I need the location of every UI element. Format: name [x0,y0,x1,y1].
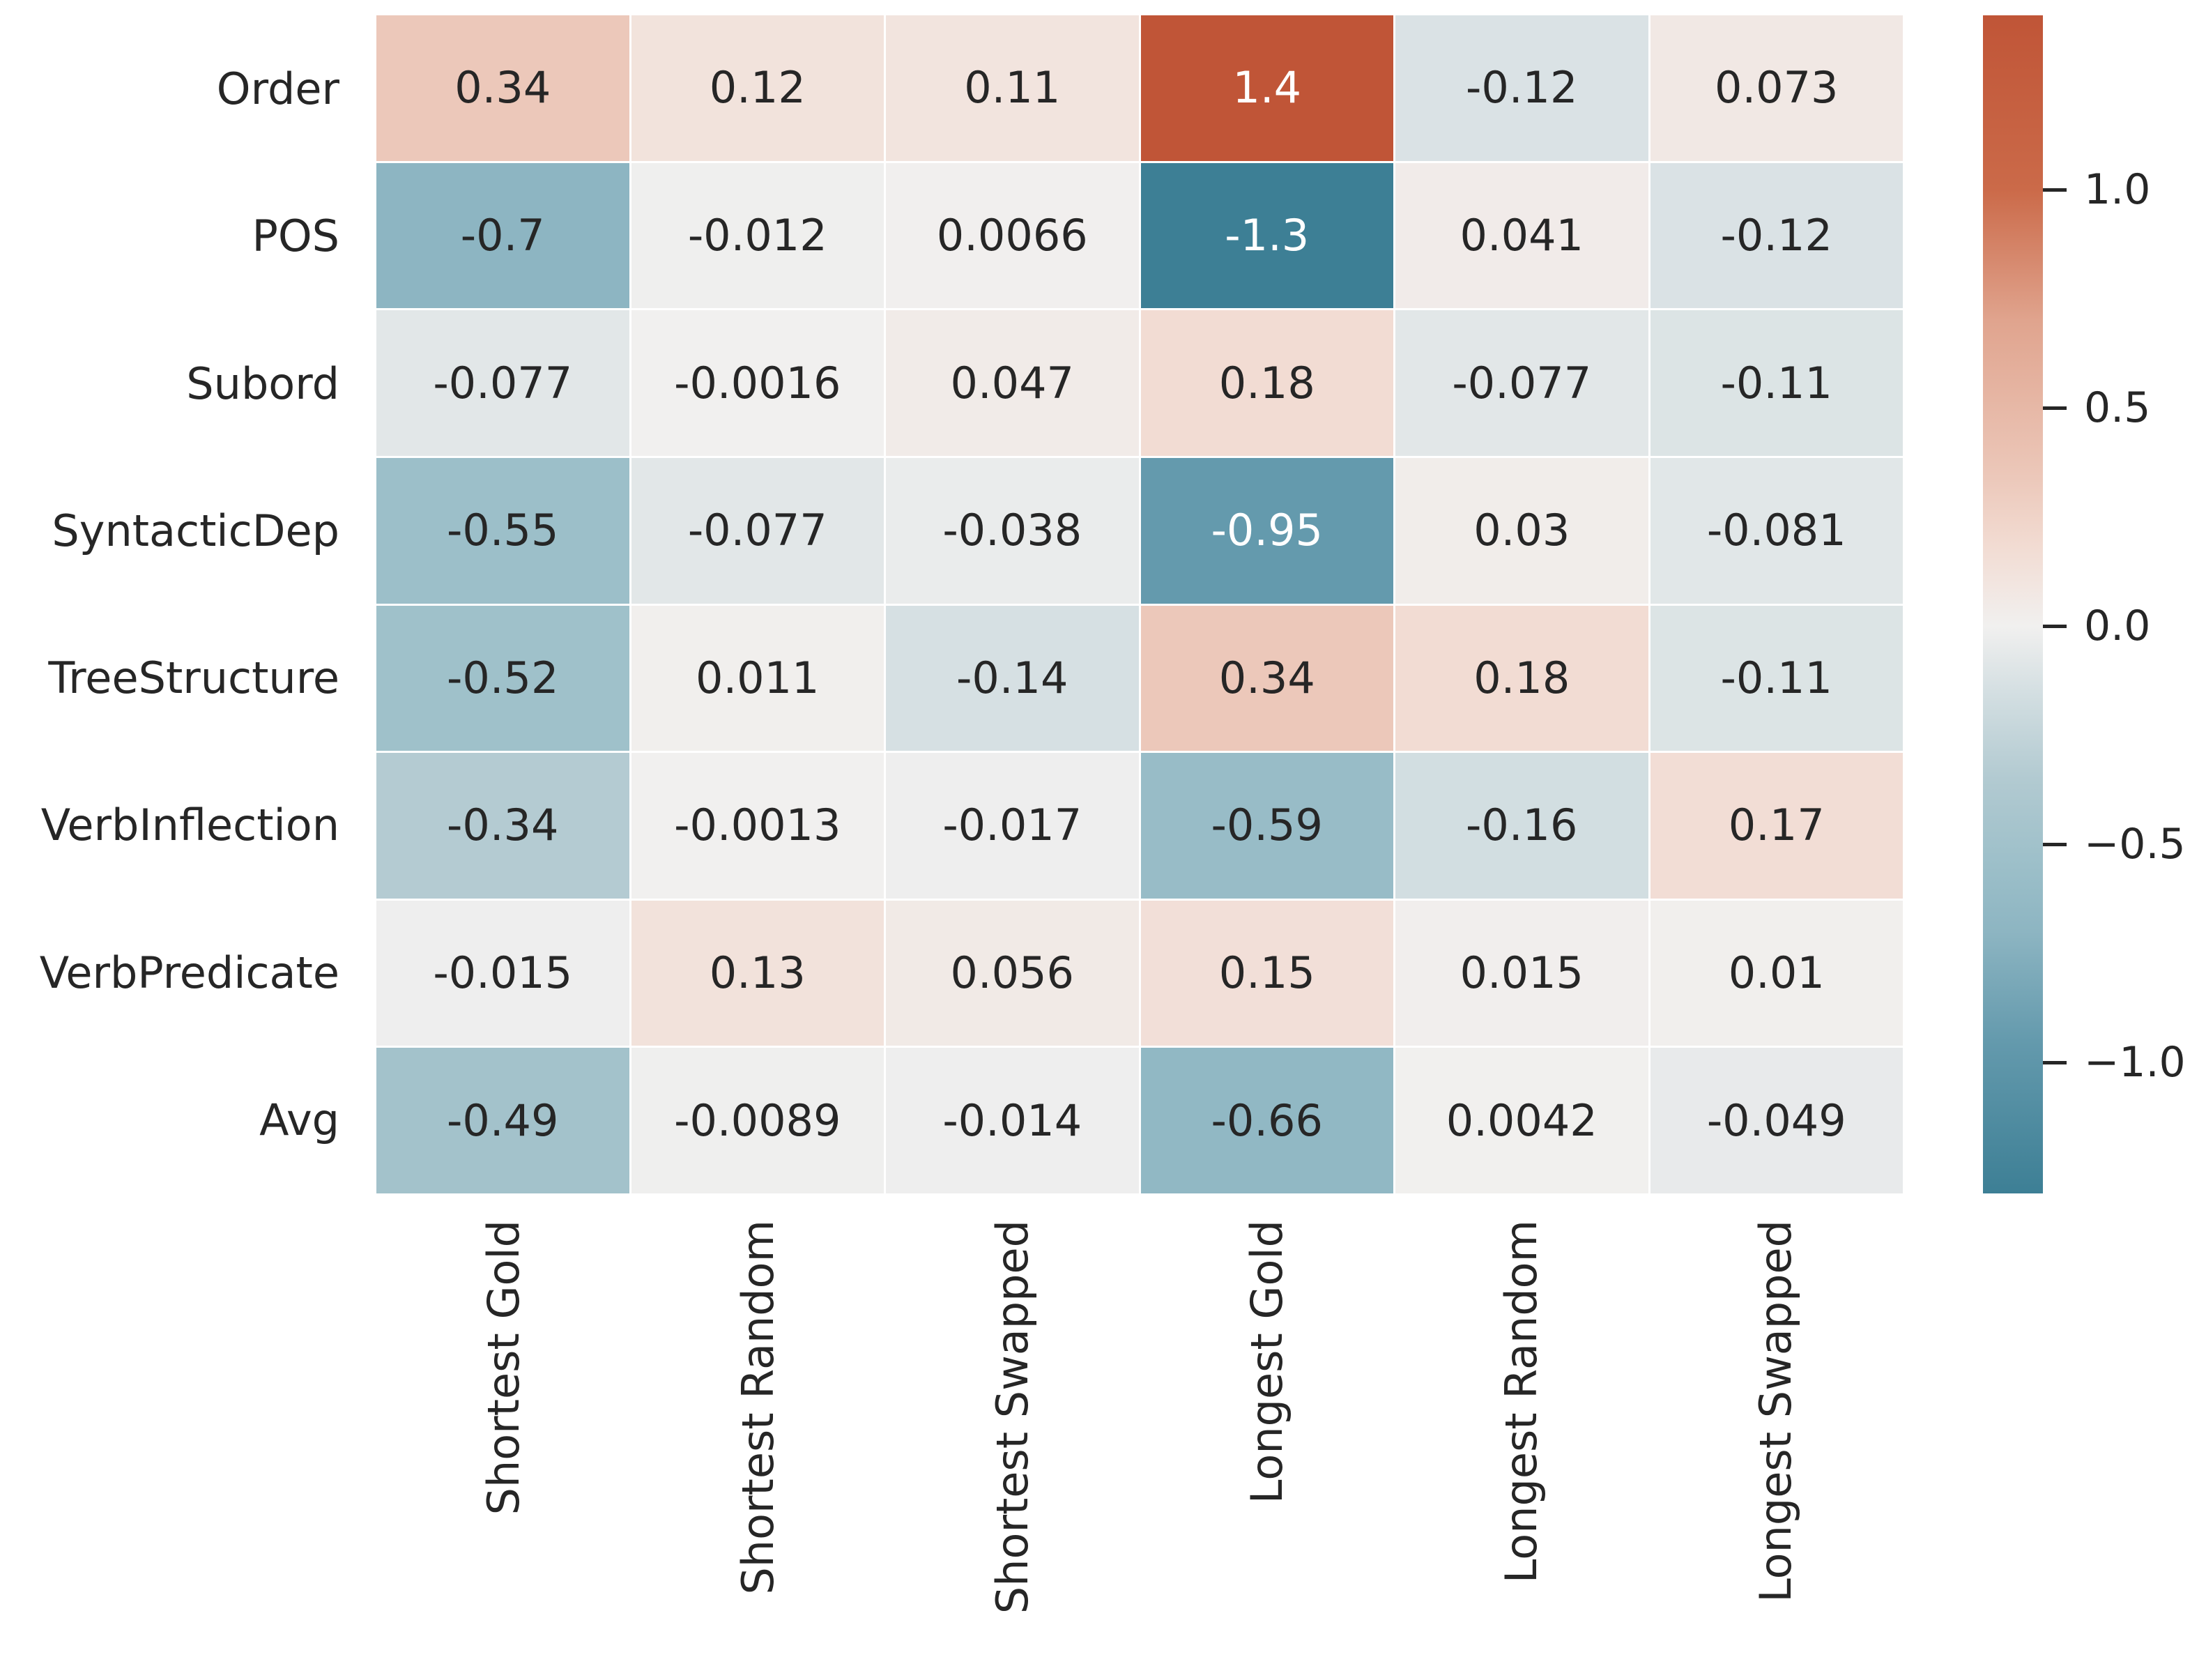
heatmap-cell-VerbInflection-Longest-Swapped: 0.17 [1650,753,1903,899]
colorbar-tick-label-1.0: 1.0 [2084,165,2151,215]
heatmap-cell-Subord-Longest-Gold: 0.18 [1140,310,1393,456]
row-label-Order: Order [216,63,339,114]
heatmap-cell-TreeStructure-Shortest-Random: 0.011 [631,605,884,751]
heatmap-cell-Order-Shortest-Swapped: 0.11 [886,15,1139,161]
heatmap-cell-Order-Shortest-Random: 0.12 [631,15,884,161]
colorbar-tick-label-0.5: 0.5 [2084,383,2151,433]
heatmap-cell-VerbPredicate-Longest-Random: 0.015 [1395,900,1648,1046]
heatmap-cell-POS-Longest-Swapped: -0.12 [1650,162,1903,309]
row-label-Avg: Avg [259,1094,339,1145]
heatmap-cell-POS-Shortest-Swapped: 0.0066 [886,162,1139,309]
heatmap-cell-TreeStructure-Shortest-Gold: -0.52 [376,605,629,751]
heatmap-cell-VerbInflection-Longest-Gold: -0.59 [1140,753,1393,899]
heatmap-cell-SyntacticDep-Longest-Gold: -0.95 [1140,457,1393,604]
heatmap-cell-VerbPredicate-Shortest-Random: 0.13 [631,900,884,1046]
heatmap-cell-Avg-Longest-Random: 0.0042 [1395,1048,1648,1193]
heatmap-cell-VerbInflection-Longest-Random: -0.16 [1395,753,1648,899]
heatmap-cell-POS-Longest-Random: 0.041 [1395,162,1648,309]
column-label-box: Longest Random [1394,1220,1648,1680]
row-label-TreeStructure: TreeStructure [48,652,339,703]
heatmap-cell-SyntacticDep-Longest-Random: 0.03 [1395,457,1648,604]
heatmap-cell-TreeStructure-Longest-Swapped: -0.11 [1650,605,1903,751]
heatmap-cell-Subord-Longest-Swapped: -0.11 [1650,310,1903,456]
heatmap-cell-Order-Longest-Gold: 1.4 [1140,15,1393,161]
row-label-SyntacticDep: SyntacticDep [52,505,339,556]
colorbar-tick-mark [2043,188,2067,192]
heatmap-cell-VerbInflection-Shortest-Swapped: -0.017 [886,753,1139,899]
heatmap-cell-Avg-Longest-Swapped: -0.049 [1650,1048,1903,1193]
heatmap-cell-TreeStructure-Longest-Gold: 0.34 [1140,605,1393,751]
heatmap-cell-VerbInflection-Shortest-Gold: -0.34 [376,753,629,899]
heatmap-cell-Subord-Longest-Random: -0.077 [1395,310,1648,456]
heatmap-cell-TreeStructure-Longest-Random: 0.18 [1395,605,1648,751]
heatmap-cell-VerbInflection-Shortest-Random: -0.0013 [631,753,884,899]
row-label-Subord: Subord [186,358,339,409]
row-label-POS: POS [252,211,339,262]
heatmap-cell-POS-Shortest-Gold: -0.7 [376,162,629,309]
colorbar-tick-label-−1.0: −1.0 [2084,1038,2186,1087]
heatmap-cell-SyntacticDep-Shortest-Gold: -0.55 [376,457,629,604]
colorbar-tick-mark [2043,1060,2067,1064]
row-label-VerbPredicate: VerbPredicate [39,947,339,998]
colorbar-gradient [1983,15,2043,1193]
heatmap-grid: 0.34 0.12 0.11 1.4 -0.12 0.073 -0.7 -0.012 0.006… [376,15,1903,1193]
column-label-Shortest-Random: Shortest Random [733,1220,783,1595]
column-label-Shortest-Gold: Shortest Gold [478,1220,529,1515]
heatmap-cell-Subord-Shortest-Gold: -0.077 [376,310,629,456]
heatmap-cell-Subord-Shortest-Random: -0.0016 [631,310,884,456]
heatmap-cell-Avg-Longest-Gold: -0.66 [1140,1048,1393,1193]
colorbar-tick-mark [2043,842,2067,846]
column-label-box: Longest Gold [1140,1220,1394,1680]
heatmap-cell-TreeStructure-Shortest-Swapped: -0.14 [886,605,1139,751]
colorbar-tick-mark [2043,406,2067,410]
heatmap-cell-SyntacticDep-Shortest-Swapped: -0.038 [886,457,1139,604]
column-label-Longest-Random: Longest Random [1496,1220,1547,1584]
heatmap-cell-Avg-Shortest-Random: -0.0089 [631,1048,884,1193]
column-label-box: Shortest Random [631,1220,885,1680]
column-label-box: Longest Swapped [1648,1220,1903,1680]
heatmap-cell-VerbPredicate-Shortest-Gold: -0.015 [376,900,629,1046]
heatmap-cell-Order-Longest-Random: -0.12 [1395,15,1648,161]
colorbar-tick-label-0.0: 0.0 [2084,602,2151,651]
column-label-box: Shortest Swapped [885,1220,1140,1680]
heatmap-cell-VerbPredicate-Shortest-Swapped: 0.056 [886,900,1139,1046]
heatmap-cell-POS-Longest-Gold: -1.3 [1140,162,1393,309]
heatmap-cell-Order-Shortest-Gold: 0.34 [376,15,629,161]
heatmap-cell-Subord-Shortest-Swapped: 0.047 [886,310,1139,456]
heatmap-cell-SyntacticDep-Shortest-Random: -0.077 [631,457,884,604]
heatmap-cell-Order-Longest-Swapped: 0.073 [1650,15,1903,161]
heatmap-cell-VerbPredicate-Longest-Swapped: 0.01 [1650,900,1903,1046]
column-label-box: Shortest Gold [376,1220,631,1680]
row-label-VerbInflection: VerbInflection [40,800,339,851]
heatmap-cell-Avg-Shortest-Gold: -0.49 [376,1048,629,1193]
heatmap-cell-POS-Shortest-Random: -0.012 [631,162,884,309]
heatmap-cell-SyntacticDep-Longest-Swapped: -0.081 [1650,457,1903,604]
colorbar-tick-label-−0.5: −0.5 [2084,820,2186,869]
heatmap-cell-Avg-Shortest-Swapped: -0.014 [886,1048,1139,1193]
colorbar-tick-mark [2043,624,2067,628]
column-label-Longest-Gold: Longest Gold [1241,1220,1292,1504]
heatmap-cell-VerbPredicate-Longest-Gold: 0.15 [1140,900,1393,1046]
column-label-Longest-Swapped: Longest Swapped [1750,1220,1801,1603]
column-label-Shortest-Swapped: Shortest Swapped [987,1220,1038,1614]
